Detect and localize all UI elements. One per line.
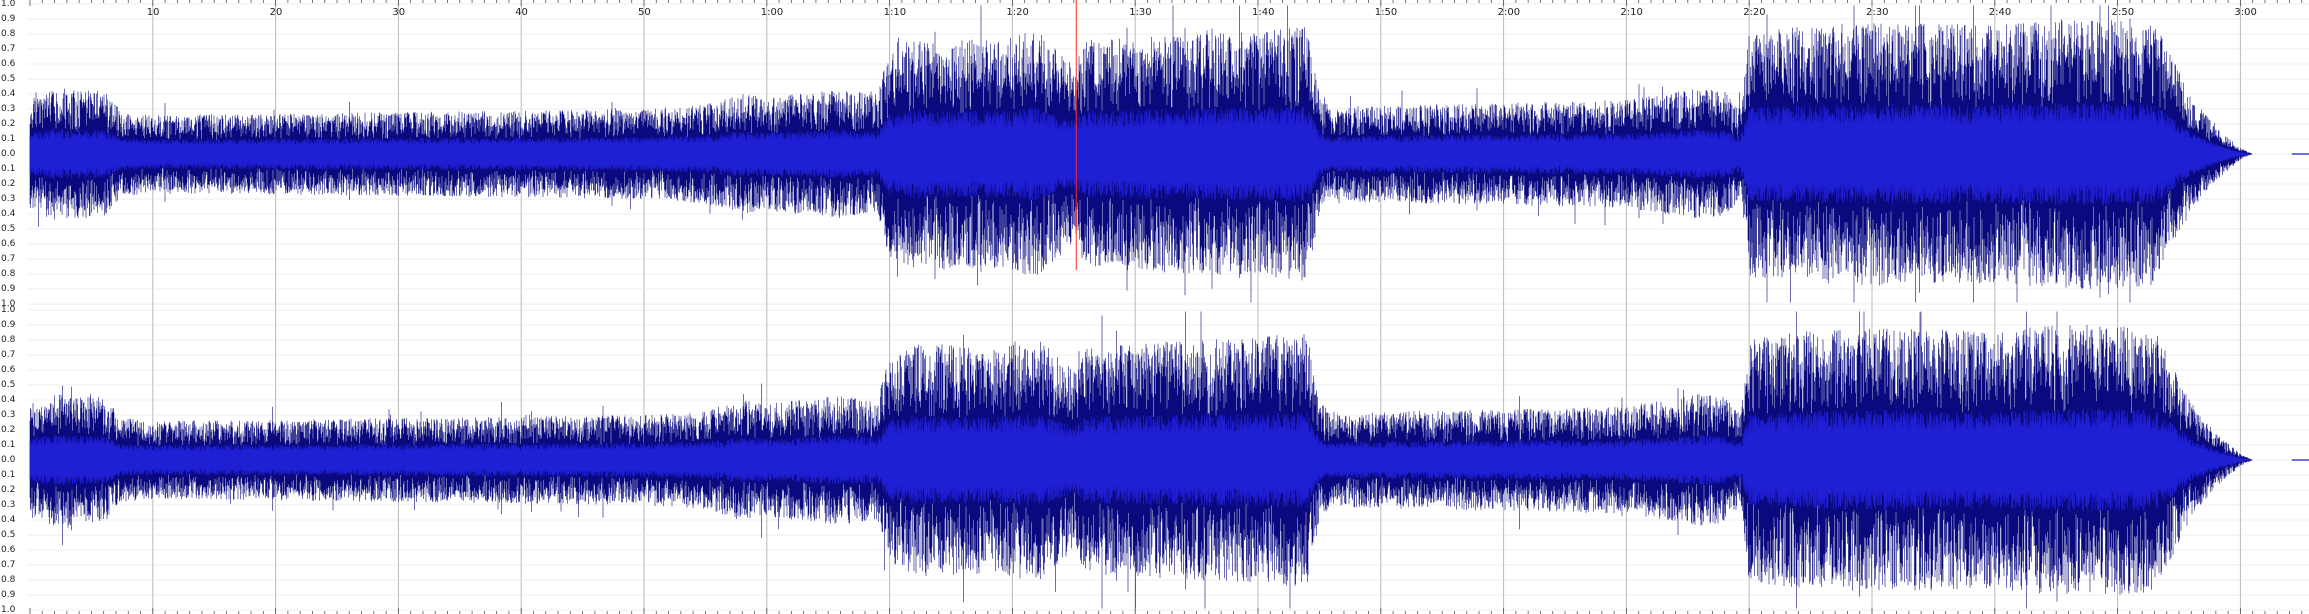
amp-label: 0.7 <box>1 560 16 570</box>
channel-left-waveform[interactable] <box>29 5 2309 303</box>
amp-label: 0.4 <box>1 89 16 99</box>
amp-label: 0.4 <box>1 209 16 219</box>
amp-label: 0.2 <box>1 485 16 495</box>
amp-label: 1.0 <box>1 299 16 309</box>
amp-label: 0.5 <box>1 380 16 390</box>
amp-label: 0.1 <box>1 440 16 450</box>
waveform-rms <box>29 408 2253 512</box>
ruler-label-1-10: 1:10 <box>883 7 907 18</box>
amp-label: 0.5 <box>1 74 16 84</box>
ruler-label-2-50: 2:50 <box>2111 7 2135 18</box>
amp-label: 0.9 <box>1 590 16 600</box>
amp-label: 0.1 <box>1 164 16 174</box>
amp-label: 0.8 <box>1 269 16 279</box>
amp-label: 0.6 <box>1 365 16 375</box>
amp-label: 0.3 <box>1 410 16 420</box>
amp-label: 0.0 <box>1 455 16 465</box>
channel-right-waveform[interactable] <box>29 311 2309 609</box>
ruler-label-1-30: 1:30 <box>1129 7 1152 18</box>
ruler-label-3-00: 3:00 <box>2234 7 2257 18</box>
amp-label: 1.0 <box>1 0 16 9</box>
ruler-label-50: 50 <box>638 7 651 18</box>
ruler-label-1-50: 1:50 <box>1374 7 1398 18</box>
amp-label: 0.2 <box>1 119 16 129</box>
amp-label: 0.6 <box>1 545 16 555</box>
amp-label: 0.3 <box>1 500 16 510</box>
amp-label: 0.3 <box>1 104 16 114</box>
amp-label: 0.8 <box>1 335 16 345</box>
ruler-label-30: 30 <box>392 7 406 18</box>
ruler-label-2-30: 2:30 <box>1866 7 1889 18</box>
amp-label: 1.0 <box>1 605 16 614</box>
amp-label: 0.6 <box>1 239 16 249</box>
amp-label: 0.7 <box>1 44 16 54</box>
ruler-label-10: 10 <box>146 7 160 18</box>
ruler-label-20: 20 <box>269 7 283 18</box>
amp-label: 1.0 <box>1 305 16 315</box>
amp-label: 0.0 <box>1 149 16 159</box>
ruler-label-1-00: 1:00 <box>760 7 784 18</box>
ruler-label-2-10: 2:10 <box>1620 7 1643 18</box>
amp-label: 0.1 <box>1 134 16 144</box>
amp-label: 0.9 <box>1 320 16 330</box>
amp-label: 0.5 <box>1 224 16 234</box>
amp-label: 0.4 <box>1 395 16 405</box>
amp-label: 0.4 <box>1 515 16 525</box>
amp-label: 0.7 <box>1 254 16 264</box>
ruler-label-1-20: 1:20 <box>1006 7 1029 18</box>
amp-label: 0.9 <box>1 14 16 24</box>
amp-label: 0.8 <box>1 29 16 39</box>
ruler-label-40: 40 <box>515 7 528 18</box>
ruler-label-2-40: 2:40 <box>1988 7 2012 18</box>
ruler-label-2-00: 2:00 <box>1497 7 1521 18</box>
amp-label: 0.2 <box>1 425 16 435</box>
amp-label: 0.1 <box>1 470 16 480</box>
amp-label: 0.9 <box>1 284 16 294</box>
amp-label: 0.6 <box>1 59 16 69</box>
amp-label: 0.8 <box>1 575 16 585</box>
amp-label: 0.7 <box>1 350 16 360</box>
ruler-label-2-20: 2:20 <box>1743 7 1766 18</box>
amp-label: 0.3 <box>1 194 16 204</box>
amp-label: 0.5 <box>1 530 16 540</box>
waveform-rms <box>29 102 2253 206</box>
ruler-label-1-40: 1:40 <box>1252 7 1275 18</box>
amp-label: 0.2 <box>1 179 16 189</box>
